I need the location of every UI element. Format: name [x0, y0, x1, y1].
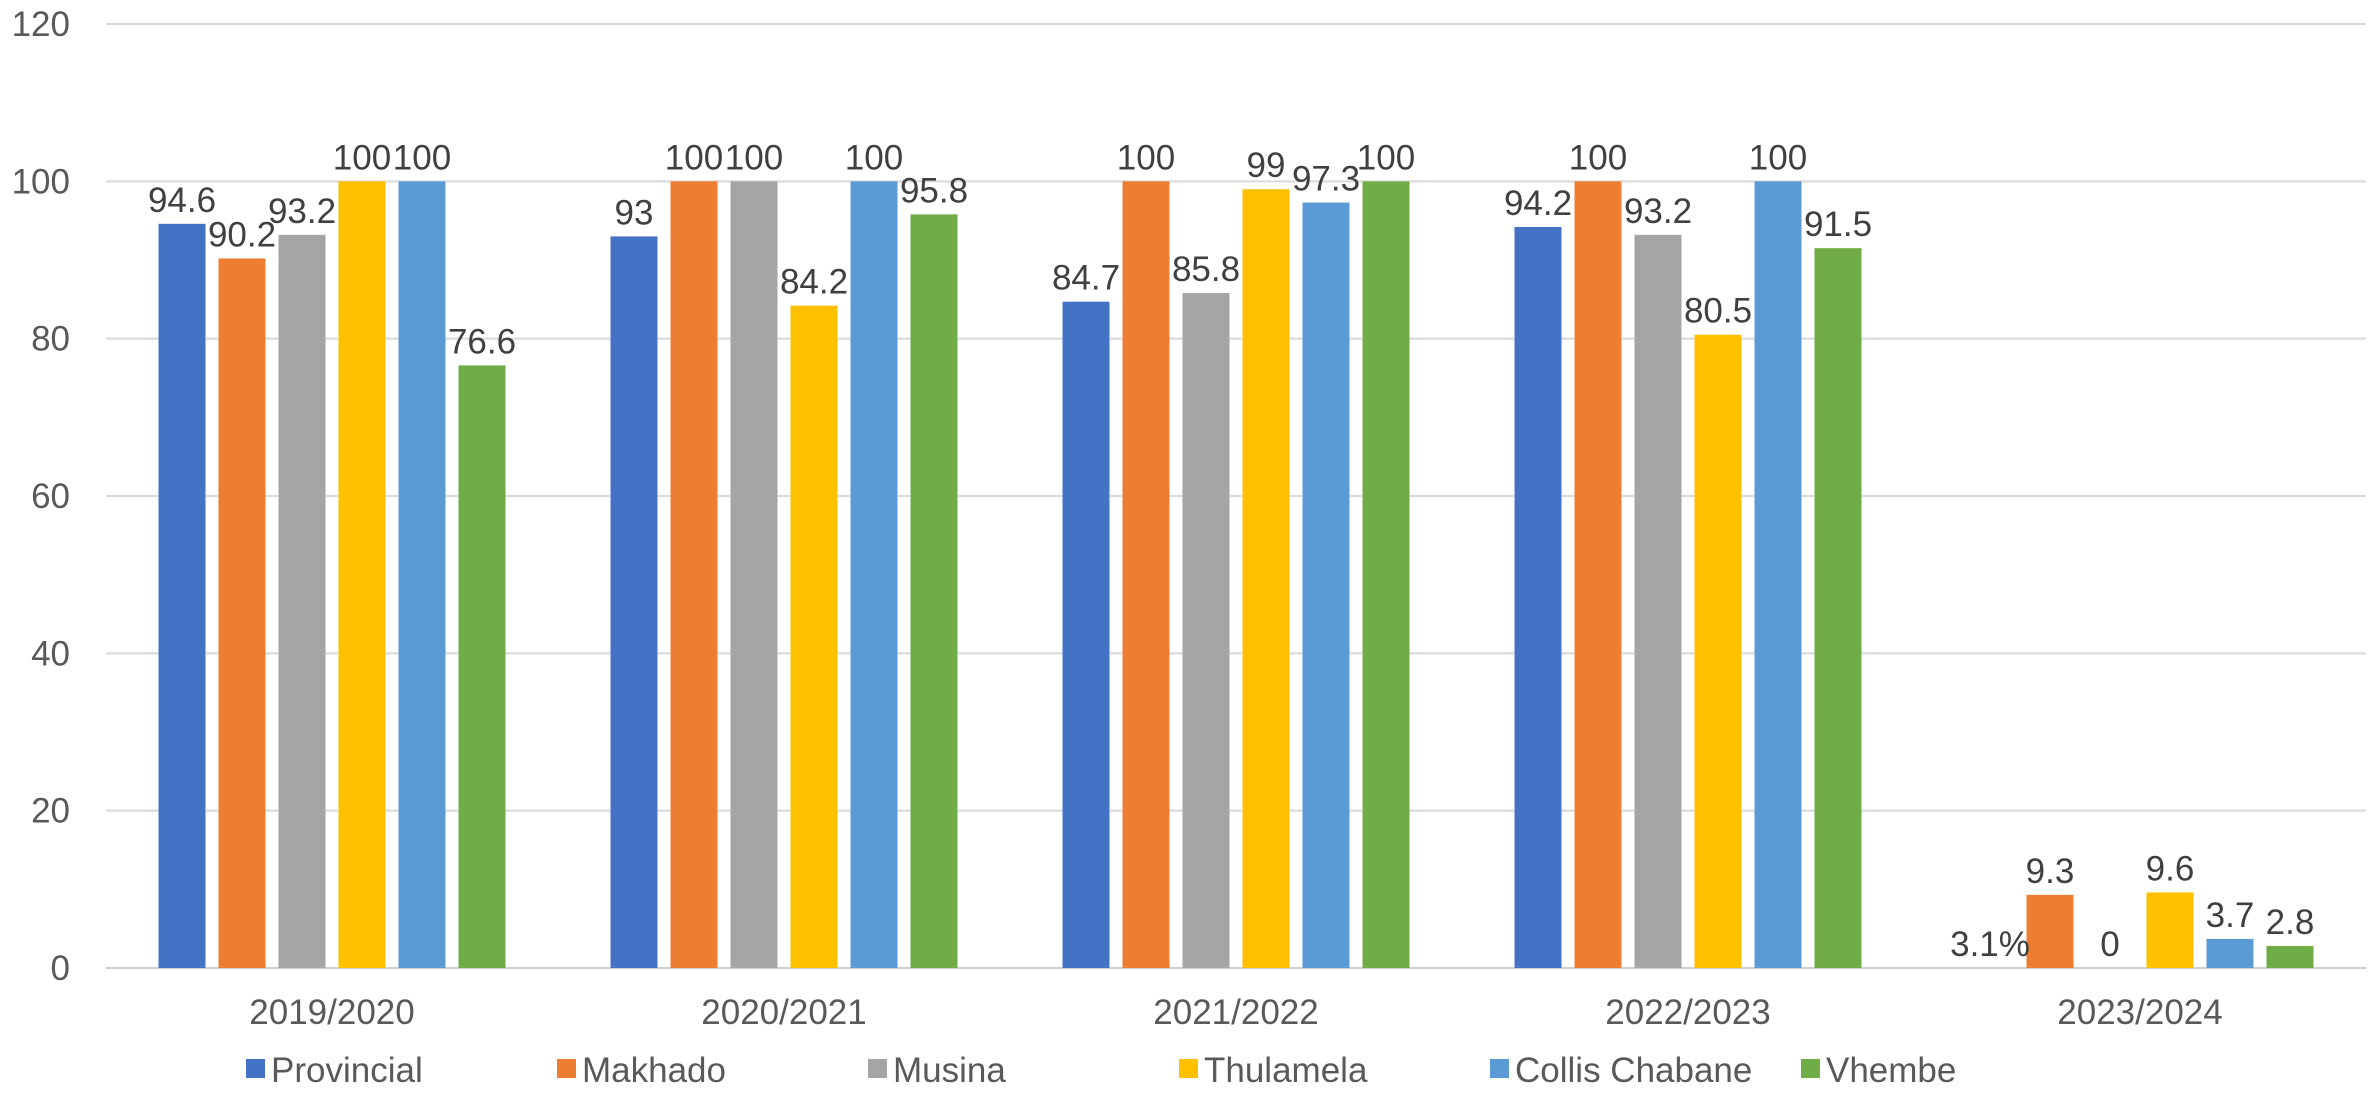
data-label: 93: [615, 193, 654, 232]
data-label: 84.2: [780, 263, 848, 302]
legend-label: Thulamela: [1204, 1051, 1368, 1090]
data-label: 94.2: [1504, 184, 1572, 223]
y-tick-label: 100: [12, 162, 70, 201]
data-label: 93.2: [1624, 192, 1692, 231]
x-tick-label: 2020/2021: [701, 993, 866, 1032]
y-tick-label: 0: [51, 949, 70, 988]
bar-collis-chabane: [2206, 938, 2254, 968]
data-label: 95.8: [900, 171, 968, 210]
bar-vhembe: [458, 365, 506, 968]
bar-provincial: [1514, 226, 1562, 968]
data-label: 100: [1117, 138, 1175, 177]
y-tick-label: 20: [31, 792, 70, 831]
bar-makhado: [1122, 181, 1170, 969]
legend-swatch: [1801, 1059, 1820, 1078]
bars: [158, 181, 2314, 969]
y-tick-label: 80: [31, 320, 70, 359]
bar-collis-chabane: [850, 181, 898, 969]
data-label: 9.6: [2146, 849, 2195, 888]
data-label: 80.5: [1684, 292, 1752, 331]
bar-makhado: [1574, 181, 1622, 969]
data-label: 85.8: [1172, 250, 1240, 289]
legend: Provincial Makhado Musina Thulamela Collis C…: [246, 1051, 1956, 1090]
bar-musina: [1182, 293, 1230, 968]
legend-swatch: [1179, 1059, 1198, 1078]
data-label: 100: [1569, 138, 1627, 177]
x-axis: 2019/2020 2020/2021 2021/2022 2022/2023 2023…: [249, 993, 2222, 1032]
data-label: 100: [725, 138, 783, 177]
data-label: 90.2: [208, 215, 276, 254]
bar-collis-chabane: [1302, 202, 1350, 968]
bar-provincial: [610, 236, 658, 968]
bar-musina: [730, 181, 778, 969]
data-label: 93.2: [268, 192, 336, 231]
legend-swatch: [557, 1059, 576, 1078]
x-tick-label: 2023/2024: [2057, 993, 2222, 1032]
data-label: 91.5: [1804, 205, 1872, 244]
legend-label: Musina: [893, 1051, 1006, 1090]
legend-label: Collis Chabane: [1515, 1051, 1752, 1090]
bar-thulamela: [2146, 892, 2194, 968]
legend-swatch: [1490, 1059, 1509, 1078]
bar-vhembe: [2266, 945, 2314, 968]
bar-makhado: [2026, 894, 2074, 968]
bar-musina: [278, 234, 326, 968]
bar-collis-chabane: [398, 181, 446, 969]
y-tick-label: 60: [31, 477, 70, 516]
bar-makhado: [670, 181, 718, 969]
bar-musina: [1634, 234, 1682, 968]
bar-vhembe: [1814, 248, 1862, 968]
data-label: 100: [1357, 138, 1415, 177]
data-label: 100: [665, 138, 723, 177]
legend-label: Vhembe: [1826, 1051, 1956, 1090]
data-label: 3.7: [2206, 896, 2255, 935]
bar-thulamela: [790, 305, 838, 968]
data-label: 100: [1749, 138, 1807, 177]
legend-label: Provincial: [271, 1051, 423, 1090]
bar-provincial: [158, 223, 206, 968]
bar-makhado: [218, 258, 266, 969]
data-label: 0: [2100, 925, 2119, 964]
bar-thulamela: [1694, 334, 1742, 968]
data-label: 94.6: [148, 181, 216, 220]
bar-collis-chabane: [1754, 181, 1802, 969]
data-label: 84.7: [1052, 259, 1120, 298]
data-label: 99: [1247, 146, 1286, 185]
data-label: 100: [393, 138, 451, 177]
data-label: 3.1%: [1950, 925, 2030, 964]
bar-provincial: [1062, 301, 1110, 968]
y-axis: 0 20 40 60 80 100 120: [12, 5, 70, 988]
x-tick-label: 2021/2022: [1153, 993, 1318, 1032]
bar-thulamela: [338, 181, 386, 969]
legend-swatch: [868, 1059, 887, 1078]
data-label: 97.3: [1292, 160, 1360, 199]
data-label: 100: [845, 138, 903, 177]
data-label: 9.3: [2026, 852, 2075, 891]
bar-vhembe: [910, 214, 958, 968]
x-tick-label: 2022/2023: [1605, 993, 1770, 1032]
data-label: 100: [333, 138, 391, 177]
legend-label: Makhado: [582, 1051, 726, 1090]
data-label: 2.8: [2266, 903, 2315, 942]
y-tick-label: 40: [31, 634, 70, 673]
bar-thulamela: [1242, 189, 1290, 968]
bar-vhembe: [1362, 181, 1410, 969]
data-label: 76.6: [448, 322, 516, 361]
x-tick-label: 2019/2020: [249, 993, 414, 1032]
y-tick-label: 120: [12, 5, 70, 44]
legend-swatch: [246, 1059, 265, 1078]
